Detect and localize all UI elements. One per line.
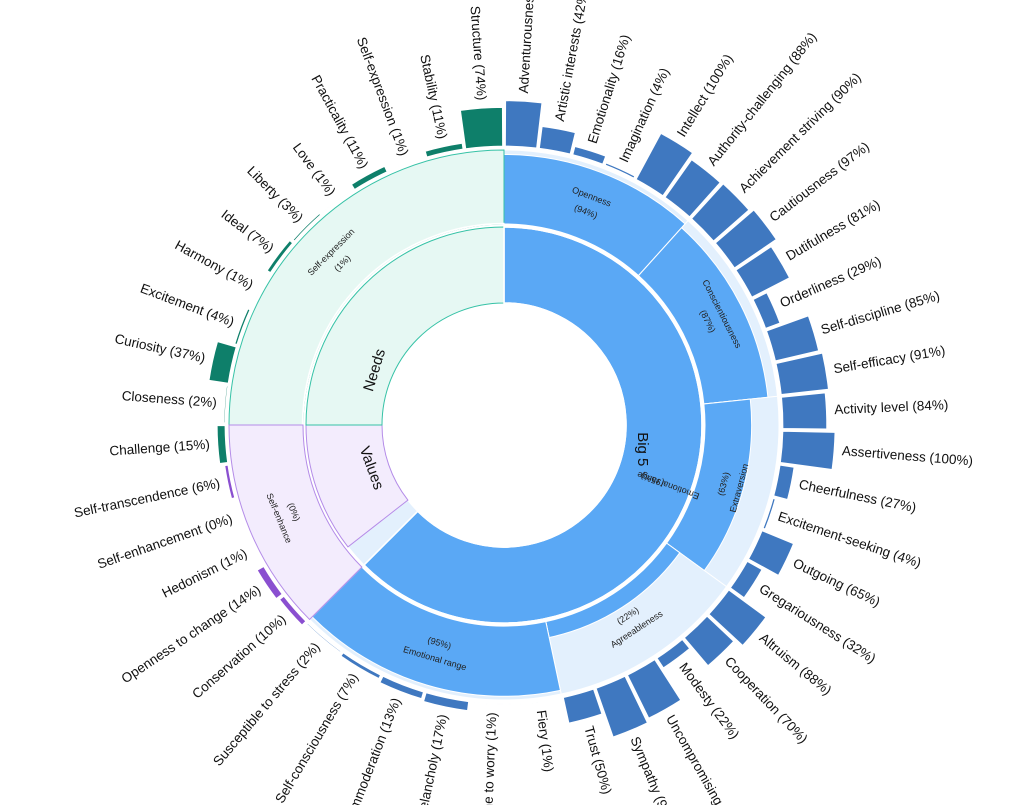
facet-label-altruism: Altruism (88%) bbox=[757, 630, 835, 698]
middle-ring-layer bbox=[228, 149, 780, 701]
facet-bar-emotionality[interactable] bbox=[572, 146, 607, 165]
facet-label-fiery: Fiery (1%) bbox=[534, 709, 557, 773]
facet-bar-intellect[interactable] bbox=[635, 133, 693, 197]
facet-bar-self-enhancement[interactable] bbox=[234, 500, 247, 533]
middle-slice-self-expression[interactable] bbox=[301, 222, 505, 426]
facet-bar-adventurousness[interactable] bbox=[505, 100, 543, 149]
facet-bar-authority-challenging[interactable] bbox=[664, 159, 721, 218]
facet-label-self-transcendence: Self-transcendence (6%) bbox=[73, 476, 222, 521]
facet-label-self-efficacy: Self-efficacy (91%) bbox=[832, 343, 946, 376]
facet-bar-gregariousness[interactable] bbox=[730, 560, 763, 599]
facet-bar-achievement-striving[interactable] bbox=[691, 183, 750, 242]
facet-bar-hedonism[interactable] bbox=[246, 533, 263, 565]
facet-bar-liberty[interactable] bbox=[292, 213, 322, 242]
inner-ring-layer bbox=[305, 226, 703, 624]
facet-label-ideal: Ideal (7%) bbox=[218, 207, 276, 256]
facet-label-openness-to-change: Openness to change (14%) bbox=[119, 582, 264, 686]
facet-label-emotionality: Emotionality (16%) bbox=[585, 33, 633, 146]
facet-bar-assertiveness[interactable] bbox=[780, 430, 836, 470]
facet-label-sympathy: Sympathy (99%) bbox=[627, 734, 679, 805]
facet-bar-self-transcendence[interactable] bbox=[224, 464, 236, 499]
facet-label-excitement: Excitement (4%) bbox=[138, 281, 236, 330]
facet-bar-artistic-interests[interactable] bbox=[539, 126, 576, 155]
facet-label-harmony: Harmony (1%) bbox=[172, 237, 256, 292]
facet-bar-excitement[interactable] bbox=[234, 308, 251, 345]
facet-bar-harmony[interactable] bbox=[249, 274, 270, 308]
facet-bars-layer bbox=[208, 100, 836, 738]
facet-bar-openness-to-change[interactable] bbox=[256, 566, 283, 600]
facet-label-challenge: Challenge (15%) bbox=[109, 437, 210, 459]
facet-bar-self-efficacy[interactable] bbox=[775, 352, 829, 395]
facet-bar-structure[interactable] bbox=[460, 107, 503, 150]
middle-slice-self-enhance-bg bbox=[228, 424, 363, 621]
facet-bar-closeness[interactable] bbox=[223, 385, 229, 424]
facet-bar-modesty[interactable] bbox=[656, 639, 691, 669]
facet-bar-immoderation[interactable] bbox=[379, 675, 424, 700]
facet-label-immoderation: Immoderation (13%) bbox=[345, 696, 403, 805]
facet-bar-imagination[interactable] bbox=[604, 162, 636, 179]
facet-label-hedonism: Hedonism (1%) bbox=[160, 546, 250, 601]
facet-label-practicality: Practicality (11%) bbox=[308, 73, 371, 172]
facet-bar-outgoing[interactable] bbox=[748, 530, 794, 576]
facet-bar-cheerfulness[interactable] bbox=[773, 464, 795, 500]
facet-bar-melancholy[interactable] bbox=[423, 692, 469, 711]
inner-slice-needs[interactable] bbox=[305, 226, 505, 426]
facet-bar-stability[interactable] bbox=[424, 142, 464, 158]
facet-bar-love[interactable] bbox=[321, 189, 353, 214]
facet-label-structure: Structure (74%) bbox=[468, 5, 490, 100]
facet-bar-prone-to-worry[interactable] bbox=[470, 701, 516, 705]
facet-label-liberty: Liberty (3%) bbox=[244, 163, 306, 225]
facet-bar-trust[interactable] bbox=[562, 688, 603, 724]
facet-bar-fiery[interactable] bbox=[517, 697, 562, 705]
facet-label-intellect: Intellect (100%) bbox=[674, 52, 736, 140]
facet-bar-dutifulness[interactable] bbox=[735, 246, 790, 298]
facet-bar-altruism[interactable] bbox=[708, 589, 767, 646]
facet-bar-self-discipline[interactable] bbox=[766, 315, 820, 362]
facet-bar-susceptible-to-stress[interactable] bbox=[306, 622, 342, 653]
facet-label-cheerfulness: Cheerfulness (27%) bbox=[798, 477, 918, 515]
facet-label-love: Love (1%) bbox=[290, 140, 339, 198]
facet-bar-conservation[interactable] bbox=[279, 595, 307, 626]
facet-label-achievement-striving: Achievement striving (90%) bbox=[736, 70, 864, 196]
facet-bar-cooperation[interactable] bbox=[683, 615, 735, 667]
facet-label-outgoing: Outgoing (65%) bbox=[791, 555, 883, 609]
facet-bar-practicality[interactable] bbox=[351, 166, 388, 190]
facet-label-self-expression: Self-expression (1%) bbox=[354, 35, 412, 158]
facet-label-trust: Trust (50%) bbox=[581, 724, 614, 795]
facet-label-curiosity: Curiosity (37%) bbox=[113, 331, 206, 365]
facet-label-assertiveness: Assertiveness (100%) bbox=[841, 443, 973, 468]
facet-label-self-discipline: Self-discipline (85%) bbox=[819, 288, 941, 337]
facet-label-activity-level: Activity level (84%) bbox=[834, 397, 949, 417]
facet-label-closeness: Closeness (2%) bbox=[121, 388, 217, 410]
facet-bar-self-consciousness[interactable] bbox=[340, 652, 381, 679]
facet-label-melancholy: Melancholy (17%) bbox=[413, 713, 450, 805]
facet-bar-self-expression[interactable] bbox=[388, 156, 425, 172]
facet-label-artistic-interests: Artistic interests (42%) bbox=[552, 0, 591, 123]
facet-label-adventurousness: Adventurousness (87%) bbox=[516, 0, 540, 94]
facet-bar-uncompromising[interactable] bbox=[627, 659, 682, 719]
facet-bar-ideal[interactable] bbox=[266, 240, 294, 274]
facet-label-stability: Stability (11%) bbox=[417, 53, 450, 140]
facet-bar-excitement-seeking[interactable] bbox=[762, 498, 776, 530]
facet-bar-activity-level[interactable] bbox=[781, 392, 828, 430]
facet-bar-curiosity[interactable] bbox=[208, 341, 237, 384]
facet-label-prone-to-worry: Prone to worry (1%) bbox=[480, 712, 500, 805]
facet-label-authority-challenging: Authority-challenging (88%) bbox=[705, 30, 820, 169]
facet-bar-challenge[interactable] bbox=[216, 425, 228, 464]
inner-big5-outline bbox=[362, 226, 703, 624]
category-label-big5: Big 5 bbox=[634, 432, 651, 466]
facet-bar-sympathy[interactable] bbox=[595, 675, 648, 738]
facet-bar-cautiousness[interactable] bbox=[714, 209, 777, 269]
facet-bar-orderliness[interactable] bbox=[752, 292, 781, 329]
